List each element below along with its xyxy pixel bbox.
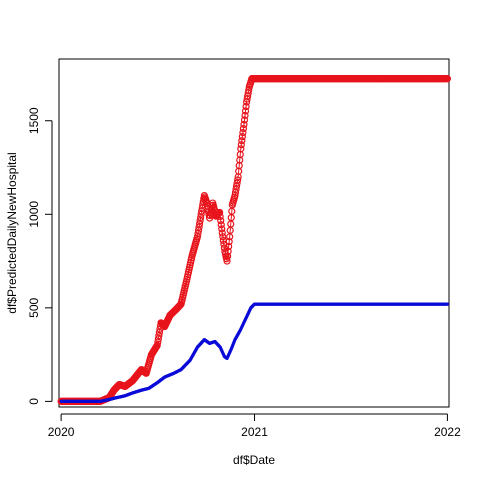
y-tick-label: 1500 [27, 107, 41, 134]
series-0-point [443, 75, 452, 83]
series-0-point [238, 137, 246, 145]
series-0-point [217, 217, 225, 225]
y-axis: 0 500 1000 1500 [27, 107, 53, 405]
series-layer [57, 75, 452, 405]
series-0-point [240, 116, 249, 124]
series-0-point [238, 133, 246, 141]
series-0-point [239, 124, 248, 133]
x-tick-label: 2022 [434, 425, 461, 439]
x-axis-title: df$Date [233, 453, 275, 467]
series-0-point [242, 102, 250, 111]
series-0-point [241, 111, 249, 120]
series-1 [59, 302, 450, 403]
plot-frame [58, 58, 450, 408]
series-0-point [237, 145, 245, 153]
series-0-point [225, 238, 233, 246]
series-0-point [219, 233, 227, 241]
series-1-point [445, 302, 450, 306]
series-0-point [239, 128, 247, 137]
y-axis-title: df$PredictedDailyNewHospital [5, 152, 19, 313]
series-0-point [223, 252, 232, 260]
x-axis: 2020 2021 2022 [48, 413, 461, 439]
series-0-point [237, 141, 245, 149]
y-tick-label: 500 [27, 298, 41, 318]
series-0-point [218, 229, 226, 237]
x-tick-label: 2021 [241, 425, 268, 439]
y-tick-label: 1000 [27, 201, 41, 228]
series-0-point [225, 242, 233, 251]
series-0-point [218, 225, 226, 233]
series-0-point [217, 221, 225, 229]
series-0-point [216, 208, 224, 217]
series-0-point [216, 212, 224, 221]
series-0-point [240, 120, 248, 129]
y-tick-label: 0 [27, 398, 41, 405]
series-0-point [234, 176, 242, 184]
series-0-point [224, 247, 232, 255]
series-0-point [241, 107, 250, 115]
series-0 [57, 75, 452, 405]
series-0-point [245, 86, 253, 94]
x-tick-label: 2020 [48, 425, 75, 439]
series-0-point [223, 257, 231, 265]
